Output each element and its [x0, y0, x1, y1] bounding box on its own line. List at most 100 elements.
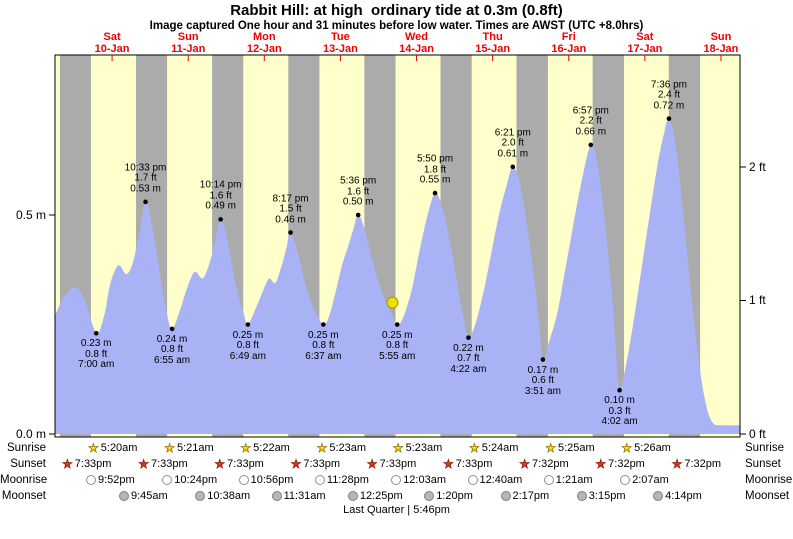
sunset-icon: ★: [443, 457, 454, 471]
sunrise-icon: ★: [240, 441, 252, 455]
sunrise-entry: ★ 5:23am: [392, 441, 442, 455]
low-tide-marker: [245, 322, 251, 327]
high-tide-label-line: 10:14 pm: [199, 179, 242, 191]
high-tide-label: 10:14 pm 1.6 ft 0.49 m: [199, 179, 242, 213]
high-tide-label: 6:57 pm 2.2 ft 0.66 m: [573, 106, 609, 138]
low-tide-marker: [321, 322, 326, 327]
high-tide-marker: [666, 116, 672, 121]
moonset-time: 12:25pm: [359, 490, 403, 502]
low-tide-label-line: 0.25 m: [232, 329, 264, 341]
moonset-entry: 1:20pm: [424, 489, 473, 503]
high-tide-label-line: 1.8 ft: [423, 164, 447, 176]
sunset-icon: ★: [366, 457, 378, 471]
day-date: 14-Jan: [399, 42, 434, 55]
sunset-time: 7:33pm: [150, 458, 188, 470]
y-axis-label-ft: 1 ft: [749, 293, 766, 308]
sunrise-time: 5:24am: [481, 442, 519, 454]
moonrise-entry: 1:21am: [543, 473, 593, 487]
moonrise-time: 9:52pm: [98, 474, 135, 486]
day-label: Mon 12-Jan: [246, 31, 282, 55]
sunrise-icon: ★: [621, 441, 633, 455]
low-tide-label-line: 0.25 m: [308, 329, 339, 341]
page-subtitle: Image captured One hour and 31 minutes b…: [149, 20, 644, 32]
moonset-icon: [500, 491, 511, 501]
sunset-icon: ★: [595, 457, 607, 471]
high-tide-marker: [143, 199, 148, 205]
moonrise-time: 10:56pm: [250, 474, 294, 486]
row-label-sunrise-left: Sunrise: [7, 442, 46, 454]
low-tide-label: 0.23 m 0.8 ft 7:00 am: [78, 339, 114, 371]
sunset-icon: ★: [519, 457, 530, 471]
moonrise-icon: [543, 475, 554, 485]
moonrise-entry: 11:28pm: [314, 473, 369, 487]
moonset-time: 1:20pm: [436, 490, 473, 502]
y-axis-label-m: 0.0 m: [15, 427, 46, 441]
moonset-entry: 4:14pm: [653, 489, 702, 503]
high-tide-label-line: 2.2 ft: [579, 115, 602, 127]
moonset-entry: 3:15pm: [576, 489, 626, 503]
low-tide-label-line: 0.6 ft: [531, 375, 555, 387]
day-label: Sat 10-Jan: [94, 31, 130, 55]
sunrise-icon: ★: [392, 441, 404, 455]
moonset-time: 9:45am: [131, 490, 168, 502]
day-name: Sat: [636, 31, 654, 43]
moonrise-time: 1:21am: [555, 474, 593, 486]
day-name: Mon: [252, 31, 276, 43]
day-name: Thu: [482, 31, 503, 43]
sunset-time: 7:33pm: [455, 458, 493, 470]
day-date: 12-Jan: [246, 42, 282, 55]
day-label: Fri 16-Jan: [551, 31, 586, 55]
low-tide-label: 0.24 m 0.8 ft 6:55 am: [154, 334, 190, 367]
moonrise-icon: [467, 475, 478, 485]
high-tide-marker: [510, 164, 516, 170]
high-tide-marker: [218, 217, 223, 222]
y-axis-label-ft: 2 ft: [749, 159, 766, 174]
row-label-sunset-left: Sunset: [10, 458, 46, 470]
sunrise-entry: ★ 5:21am: [164, 441, 214, 455]
high-tide-label-line: 0.72 m: [653, 100, 685, 112]
high-tide-label-line: 0.46 m: [275, 214, 306, 226]
high-tide-label-line: 2.0 ft: [501, 137, 524, 149]
moonrise-time: 12:03am: [403, 474, 446, 486]
sunset-entry: ★ 7:33pm: [290, 457, 340, 471]
moonset-time: 2:17pm: [512, 490, 550, 502]
low-tide-label: 0.22 m 0.7 ft 4:22 am: [450, 343, 487, 376]
sunrise-time: 5:21am: [176, 442, 214, 454]
sunset-icon: ★: [290, 457, 302, 471]
page-title: Rabbit Hill: at high ordinary tide at 0.…: [230, 2, 563, 19]
moonset-entry: 12:25pm: [347, 489, 403, 503]
low-tide-label-line: 0.3 ft: [608, 405, 631, 417]
day-date: 10-Jan: [94, 42, 130, 55]
day-label: Thu 15-Jan: [475, 31, 510, 55]
moonset-icon: [653, 491, 664, 501]
sunset-time: 7:32pm: [608, 458, 645, 470]
high-tide-marker: [432, 190, 438, 196]
high-tide-label: 10:33 pm 1.7 ft 0.53 m: [125, 163, 167, 195]
moonset-icon: [347, 491, 358, 501]
moonrise-entry: 2:07am: [620, 473, 669, 487]
day-name: Sun: [710, 31, 732, 43]
sunrise-icon: ★: [545, 441, 556, 455]
row-label-moonset-right: Moonset: [745, 490, 790, 502]
moonrise-entry: 9:52pm: [86, 473, 135, 487]
high-tide-label-line: 0.66 m: [575, 126, 607, 138]
day-label: Sun 11-Jan: [171, 31, 205, 55]
low-tide-marker: [394, 322, 400, 327]
low-tide-label-line: 0.23 m: [80, 338, 112, 350]
moonrise-time: 11:28pm: [326, 474, 369, 486]
high-tide-label-line: 5:50 pm: [416, 153, 454, 165]
sunrise-entry: ★ 5:25am: [545, 441, 595, 455]
low-tide-label-line: 0.8 ft: [386, 340, 409, 351]
sunset-icon: ★: [671, 457, 683, 471]
high-tide-label: 7:36 pm 2.4 ft 0.72 m: [651, 80, 687, 112]
day-label: Wed 14-Jan: [399, 31, 434, 55]
high-tide-label-line: 1.5 ft: [279, 203, 302, 215]
high-tide-label-line: 0.61 m: [497, 148, 529, 160]
low-tide-label: 0.25 m 0.8 ft 5:55 am: [379, 330, 415, 363]
low-tide-label-line: 4:22 am: [450, 363, 487, 375]
moonset-time: 11:31am: [283, 490, 326, 502]
sunrise-icon: ★: [88, 441, 99, 455]
sunrise-icon: ★: [164, 441, 175, 455]
